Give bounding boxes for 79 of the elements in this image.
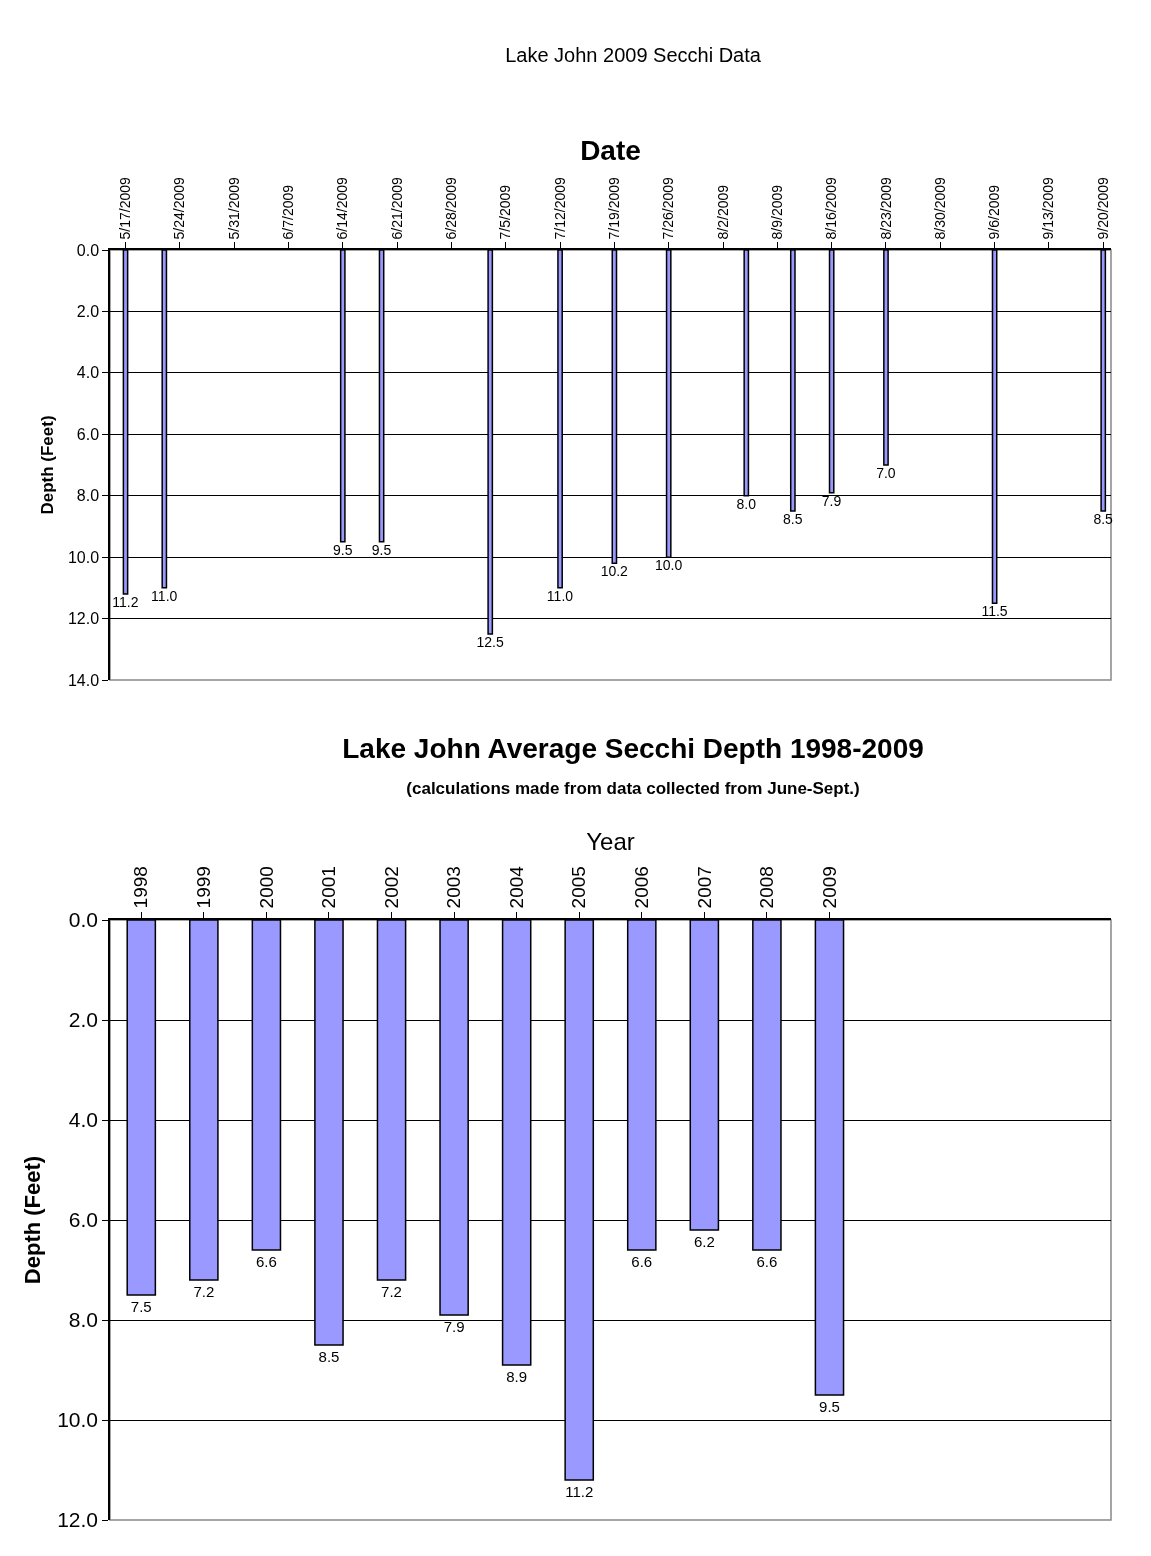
x-tick-label: 8/9/2009 [768,184,785,240]
x-tick-label: 9/13/2009 [1040,176,1057,240]
x-tick-label: 2008 [756,866,778,909]
x-tick-label: 1999 [193,866,215,909]
data-label: 11.2 [565,1483,594,1500]
x-tick-label: 2003 [443,866,465,909]
data-label: 11.5 [981,603,1008,620]
x-axis-title: Date [580,135,641,167]
y-tick-label: 8.0 [68,1308,99,1332]
data-label: 7.9 [821,492,842,509]
y-tick-label: 12.0 [67,610,100,628]
data-label: 8.5 [318,1348,340,1365]
data-label: 8.5 [1093,511,1114,528]
data-label: 9.5 [332,541,353,558]
data-label: 8.9 [506,1368,528,1385]
x-tick-label: 6/21/2009 [388,176,405,240]
data-label: 6.6 [756,1253,778,1270]
x-tick-label: 2005 [568,866,590,909]
data-label: 7.9 [443,1318,465,1335]
x-tick-label: 2009 [818,866,840,909]
data-label: 6.2 [693,1233,715,1250]
y-tick-label: 0.0 [68,908,99,932]
y-tick-label: 14.0 [67,671,100,689]
x-tick-label: 8/2/2009 [714,184,731,240]
data-label: 10.2 [600,563,629,580]
x-tick-label: 2004 [505,865,527,909]
data-label: 12.5 [476,633,504,650]
chart-title: Lake John 2009 Secchi Data [505,44,762,66]
data-label: 7.0 [876,465,896,481]
y-tick-label: 6.0 [68,1208,99,1232]
data-label: 7.2 [193,1283,215,1300]
data-label: 6.6 [631,1253,653,1270]
x-tick-label: 6/14/2009 [334,176,351,240]
data-label: 11.0 [546,587,574,604]
x-tick-label: 7/12/2009 [551,176,568,240]
x-tick-label: 2001 [318,866,340,909]
chart-subtitle: (calculations made from data collected from June-Sept.) [406,779,860,799]
y-tick-label: 4.0 [76,364,100,382]
data-label: 9.5 [371,541,392,558]
x-tick-label: 7/5/2009 [497,184,514,240]
x-tick-label: 5/17/2009 [117,176,134,240]
x-tick-label: 6/7/2009 [280,184,297,240]
x-tick-label: 8/30/2009 [931,176,948,240]
y-tick-label: 10.0 [57,1408,99,1432]
data-label: 11.0 [151,587,178,604]
x-tick-label: 2002 [380,866,402,909]
x-tick-label: 8/23/2009 [877,176,894,240]
x-tick-label: 9/6/2009 [986,184,1003,240]
y-tick-label: 2.0 [68,1008,99,1032]
y-tick-label: 8.0 [76,487,100,505]
x-tick-label: 7/19/2009 [605,176,622,240]
x-tick-label: 7/26/2009 [660,176,677,240]
data-label: 7.5 [130,1298,152,1315]
chart-title: Lake John Average Secchi Depth 1998-2009 [342,733,924,764]
data-label: 8.5 [783,511,803,528]
data-label: 7.2 [381,1283,402,1300]
x-tick-label: 5/24/2009 [171,176,188,240]
y-axis-title: Depth (Feet) [37,415,57,515]
x-tick-label: 1998 [130,866,152,909]
y-tick-label: 6.0 [76,425,100,443]
data-label: 6.6 [255,1253,277,1270]
x-axis-title: Year [586,828,635,856]
x-tick-label: 6/28/2009 [442,176,459,240]
x-tick-label: 8/16/2009 [823,176,840,240]
x-tick-label: 2007 [693,866,715,909]
data-label: 10.0 [654,557,683,574]
y-tick-label: 4.0 [68,1108,99,1132]
x-tick-label: 5/31/2009 [225,176,242,240]
x-tick-label: 9/20/2009 [1094,176,1111,240]
y-tick-label: 0.0 [76,241,100,259]
y-axis-title: Depth (Feet) [20,1155,46,1285]
data-label: 9.5 [819,1398,840,1415]
data-label: 11.2 [112,594,139,610]
x-tick-label: 2000 [255,866,277,909]
x-tick-label: 2006 [630,866,652,909]
y-tick-label: 2.0 [76,303,100,321]
data-label: 8.0 [736,495,757,512]
y-tick-label: 10.0 [67,548,100,566]
y-tick-label: 12.0 [57,1508,99,1532]
